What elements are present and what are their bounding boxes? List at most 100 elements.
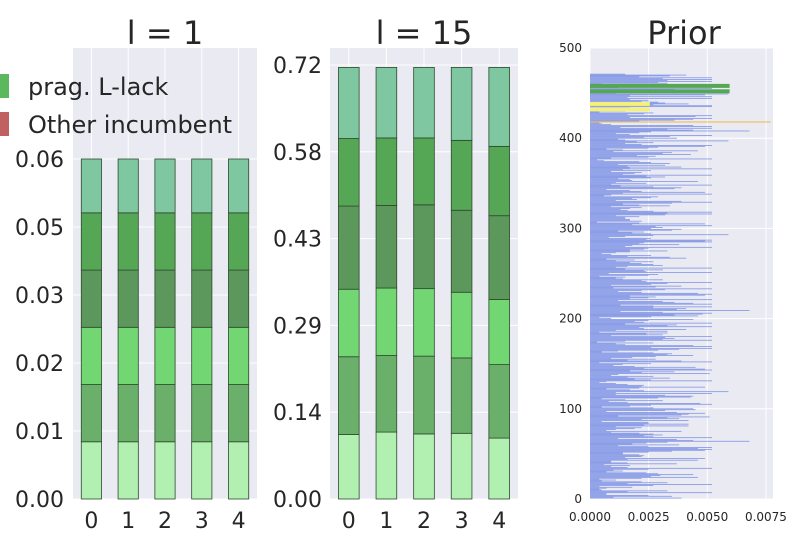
prior-bar [590,265,628,267]
prior-bar [590,422,649,424]
prior-bar [590,339,712,341]
prior-bar [590,124,612,126]
prior-bar [590,181,616,183]
prior-bar [590,316,651,318]
prior-bar [590,356,656,357]
bars [338,67,510,500]
prior-bar [590,405,630,407]
prior-bar [590,96,712,98]
prior-bar [590,211,712,213]
prior-bar [590,106,712,108]
prior-bar [590,464,605,466]
prior-bar [590,238,647,240]
prior-bar [590,358,656,360]
prior-bar [590,383,616,384]
prior-bar [590,313,703,315]
prior-bar [590,487,607,489]
highlight-bar [590,89,730,94]
prior-bar [590,352,654,354]
y-tick-label: 0.72 [273,54,322,79]
prior-bar [590,301,675,303]
bar-segment [154,326,176,385]
bar-segment [488,145,510,217]
prior-bar [590,256,670,258]
prior-bar [590,258,607,260]
prior-bar [590,149,623,151]
y-tick-label: 0.02 [15,352,64,377]
bar-segment [191,212,213,271]
prior-bar [590,305,654,307]
prior-bar [590,199,637,200]
prior-bar [590,408,694,410]
prior-bar [590,406,602,408]
prior-bar [590,351,602,353]
prior-bar [590,426,616,428]
prior-bar [590,155,656,157]
y-tick-label: 0.05 [15,216,64,241]
prior-bar [590,255,651,256]
prior-bar [590,135,670,137]
prior-bar [590,307,654,309]
prior-bar [590,444,680,446]
prior-bar [590,440,750,442]
prior-bar [590,415,619,417]
prior-bar [590,191,642,192]
prior-bar [590,429,616,430]
prior-bar [590,430,607,431]
prior-bar [590,259,635,261]
prior-bar [590,478,600,480]
prior-bar [590,322,712,324]
prior-bar [590,346,712,347]
prior-bar [590,470,623,472]
prior-bar [590,490,668,492]
prior-bar [590,397,659,399]
x-tick-label: 0.0075 [745,510,787,524]
prior-bar [590,164,666,166]
y-tick-label: 0.29 [273,314,322,339]
prior-bar [590,246,712,248]
prior-bar [590,394,666,396]
prior-bar [590,219,630,221]
prior-bar [590,448,712,450]
bar-segment [413,137,435,206]
prior-bar [590,185,621,187]
prior-bar [590,325,668,327]
prior-bar [590,384,628,385]
prior-bar [590,462,628,464]
y-tick-label: 200 [559,312,582,326]
prior-bar [590,137,677,139]
prior-bar [590,428,635,430]
prior-bar [590,489,602,491]
prior-bar [590,261,654,263]
prior-bar [590,304,621,306]
prior-bar [590,181,698,182]
prior-bar [590,263,642,264]
prior-bar [590,292,698,294]
legend: prag. L-lack Other incumbent [0,73,232,139]
prior-bar [590,260,616,262]
highlight-bar [590,83,730,88]
prior-bar [590,386,705,388]
prior-bar [590,254,612,255]
x-tick-label: 3 [195,509,209,534]
y-tick-label: 400 [559,131,582,145]
prior-bar [590,142,654,144]
prior-bar [590,283,668,284]
prior-bar [590,420,689,421]
prior-bar [590,329,616,331]
prior-bar [590,188,675,190]
chart-title: l = 1 [127,14,203,52]
prior-bar [590,187,682,189]
prior-bar [590,128,668,130]
prior-bar [590,225,712,227]
prior-bar [590,381,607,383]
prior-bar [590,432,640,434]
prior-bar [590,471,607,473]
prior-bar [590,237,609,238]
prior-bar [590,74,687,76]
prior-bar [590,206,612,208]
bar-segment [413,67,435,139]
prior-bar [590,147,649,149]
prior-bar [590,463,677,465]
prior-bar [590,485,600,487]
